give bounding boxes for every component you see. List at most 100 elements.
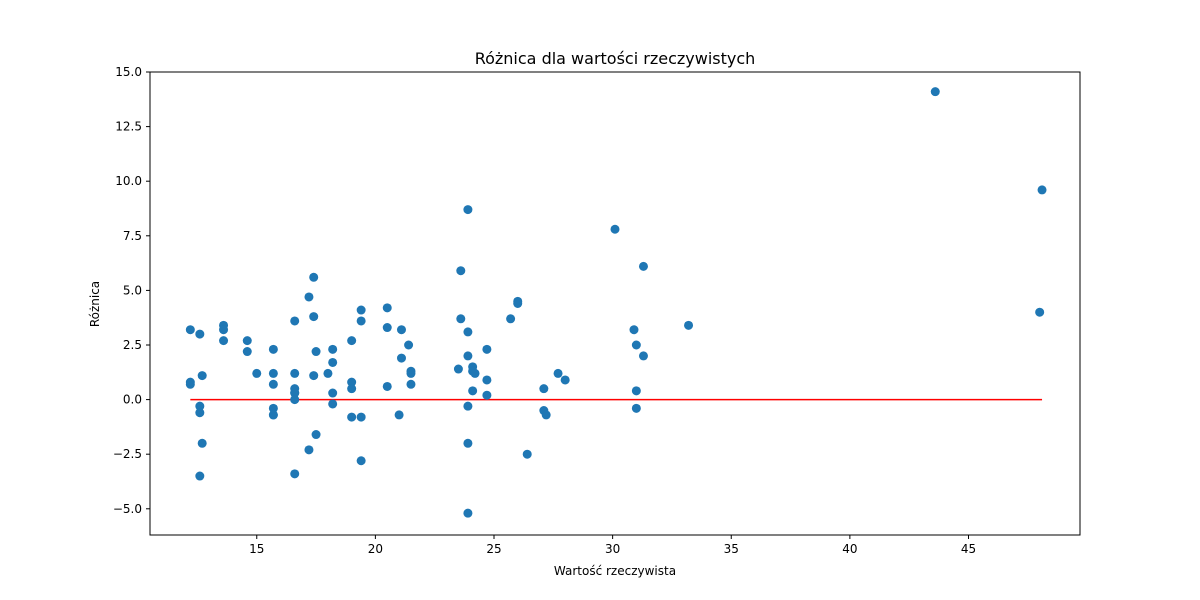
- x-tick-label: 35: [724, 542, 739, 556]
- data-point: [541, 410, 551, 420]
- data-point: [468, 386, 478, 396]
- data-point: [513, 299, 523, 308]
- y-tick-label: 10.0: [115, 174, 142, 188]
- y-tick-label: 12.5: [115, 120, 142, 134]
- x-tick-label: 15: [249, 542, 264, 556]
- y-tick-label: −5.0: [113, 502, 142, 516]
- data-point: [482, 390, 492, 400]
- data-point: [268, 403, 278, 413]
- data-point: [195, 329, 205, 339]
- data-point: [463, 438, 473, 448]
- x-tick-label: 20: [368, 542, 383, 556]
- y-tick-label: 0.0: [123, 393, 142, 407]
- data-point: [252, 368, 262, 378]
- y-tick-label: 5.0: [123, 283, 142, 297]
- data-point: [290, 469, 300, 479]
- data-point: [406, 379, 416, 389]
- data-point: [268, 410, 278, 420]
- data-point: [195, 401, 205, 411]
- data-point: [631, 403, 641, 413]
- data-point: [290, 388, 300, 398]
- data-point: [356, 316, 366, 326]
- data-point: [610, 224, 620, 234]
- data-point: [197, 371, 207, 381]
- data-point: [347, 384, 357, 394]
- data-point: [290, 395, 300, 405]
- data-point: [638, 261, 648, 271]
- data-point: [304, 445, 314, 455]
- data-point: [1037, 185, 1047, 195]
- data-point: [197, 438, 207, 448]
- x-tick-label: 30: [605, 542, 620, 556]
- data-points-layer: [185, 87, 1047, 518]
- data-point: [463, 401, 473, 411]
- data-point: [560, 375, 570, 385]
- data-point: [328, 344, 338, 354]
- data-point: [242, 336, 252, 346]
- data-point: [328, 357, 338, 367]
- data-point: [290, 368, 300, 378]
- data-point: [309, 272, 319, 282]
- data-point: [268, 379, 278, 389]
- data-point: [930, 87, 940, 97]
- data-point: [396, 353, 406, 363]
- data-point: [553, 368, 563, 378]
- data-point: [347, 336, 357, 346]
- data-point: [463, 327, 473, 337]
- y-tick-label: 7.5: [123, 229, 142, 243]
- data-point: [631, 340, 641, 350]
- data-point: [506, 314, 516, 324]
- data-point: [219, 325, 229, 335]
- data-point: [268, 368, 278, 378]
- y-tick-label: −2.5: [113, 447, 142, 461]
- data-point: [185, 379, 195, 389]
- data-point: [396, 325, 406, 335]
- data-point: [309, 312, 319, 322]
- data-point: [268, 344, 278, 354]
- x-axis-label: Wartość rzeczywista: [554, 564, 676, 578]
- data-point: [328, 388, 338, 398]
- data-point: [482, 344, 492, 354]
- data-point: [195, 408, 205, 418]
- data-point: [629, 325, 639, 335]
- y-axis-ticks: −5.0 −2.5 0.0 2.5 5.0 7.5 10.0 12.5 15.0: [113, 65, 150, 516]
- data-point: [195, 471, 205, 481]
- y-tick-label: 15.0: [115, 65, 142, 79]
- data-point: [382, 381, 392, 391]
- data-point: [470, 368, 480, 378]
- data-point: [309, 371, 319, 381]
- data-point: [311, 430, 321, 440]
- data-point: [328, 399, 338, 409]
- data-point: [406, 368, 416, 378]
- data-point: [631, 386, 641, 396]
- data-point: [356, 305, 366, 315]
- data-point: [311, 347, 321, 357]
- data-point: [356, 412, 366, 422]
- data-point: [453, 364, 463, 374]
- data-point: [456, 314, 466, 324]
- data-point: [463, 508, 473, 518]
- plot-area: [149, 71, 1081, 536]
- y-tick-label: 2.5: [123, 338, 142, 352]
- x-tick-label: 40: [842, 542, 857, 556]
- x-axis-ticks: 15 20 25 30 35 40 45: [249, 535, 976, 556]
- data-point: [522, 449, 532, 459]
- data-point: [347, 377, 357, 387]
- data-point: [323, 368, 333, 378]
- x-tick-label: 45: [961, 542, 976, 556]
- data-point: [290, 316, 300, 326]
- data-point: [539, 384, 549, 394]
- data-point: [394, 410, 404, 420]
- data-point: [463, 205, 473, 215]
- data-point: [219, 336, 229, 346]
- data-point: [242, 347, 252, 357]
- data-point: [382, 303, 392, 313]
- chart-title: Różnica dla wartości rzeczywistych: [475, 49, 756, 68]
- data-point: [404, 340, 414, 350]
- data-point: [456, 266, 466, 276]
- x-tick-label: 25: [486, 542, 501, 556]
- data-point: [638, 351, 648, 361]
- data-point: [1035, 307, 1045, 317]
- data-point: [482, 375, 492, 385]
